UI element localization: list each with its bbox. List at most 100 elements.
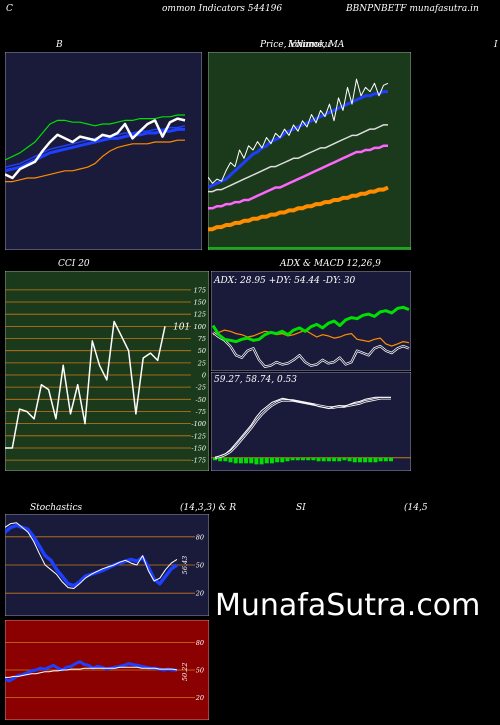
- cci-value-label: 101: [173, 322, 190, 332]
- macd-histogram-bar: [269, 457, 274, 464]
- cci-tick-label: 175: [194, 286, 206, 294]
- bb-price-line: [5, 117, 186, 180]
- right-edge-title: I: [494, 40, 498, 50]
- cci-line: [5, 320, 166, 449]
- cci-tick-label: 100: [194, 323, 206, 331]
- macd-histogram-bar: [368, 457, 373, 463]
- ma-fast-line: [208, 90, 388, 189]
- macd-histogram-bar: [264, 457, 269, 464]
- macd-histogram-bar: [352, 457, 357, 463]
- macd-histogram-bar: [223, 457, 228, 462]
- rsi-title: SI: [296, 503, 306, 513]
- macd-histogram-bar: [389, 457, 393, 462]
- macd-histogram-bar: [213, 457, 217, 461]
- macd-histogram-bar: [337, 457, 342, 462]
- cci-tick-label: 25: [197, 359, 206, 367]
- macd-histogram-bar: [378, 457, 383, 462]
- macd-histogram-bar: [228, 457, 233, 463]
- macd-histogram-bar: [311, 457, 316, 461]
- macd-histogram-bar: [290, 457, 295, 461]
- stochastics-chart: 80 50 20 56.43: [5, 514, 209, 616]
- rsi-average-line: [5, 666, 178, 678]
- cci-tick-label: 50: [198, 347, 206, 355]
- stochastics-value-label: 56.43: [181, 556, 189, 575]
- price-background: [208, 52, 411, 250]
- price-ma-chart: [208, 52, 411, 250]
- macd-histogram-bar: [357, 457, 362, 463]
- cci-tick-label: -100: [191, 420, 206, 428]
- stochastics-tick-label: 50: [196, 562, 204, 570]
- ma-slow-line: [208, 144, 388, 210]
- bb-title: B: [56, 40, 63, 50]
- rsi-tick-label: 20: [195, 694, 204, 702]
- macd-histogram-bar: [295, 457, 300, 461]
- watermark: MunafaSutra.com: [215, 588, 481, 623]
- ma-medium-line: [208, 124, 388, 193]
- bb-upper-band: [5, 114, 185, 161]
- cci-tick-label: -75: [196, 408, 206, 416]
- cci-tick-label: -125: [191, 432, 206, 440]
- macd-chart: [211, 372, 411, 471]
- adx-line-core: [212, 332, 410, 368]
- cci-tick-label: 0: [202, 372, 206, 380]
- cci-tick-label: -150: [191, 444, 206, 452]
- macd-histogram-bar: [233, 457, 238, 464]
- macd-histogram-bar: [342, 457, 347, 461]
- stochastics-tick-label: 80: [196, 533, 204, 541]
- macd-histogram-bar: [316, 457, 321, 462]
- cci-tick-label: -50: [196, 396, 206, 404]
- macd-histogram-bar: [332, 457, 337, 462]
- header-title: ommon Indicators 544196: [162, 4, 283, 14]
- cci-chart: 175 150 125 100 75 50 25 0 -25 -50 -75 -100 -125 -150…: [5, 271, 209, 471]
- macd-values: 59.27, 58.74, 0.53: [214, 375, 298, 385]
- adx-title: ADX & MACD 12,26,9: [280, 259, 381, 269]
- cci-title: CCI 20: [58, 259, 90, 269]
- macd-histogram-bar: [363, 457, 368, 463]
- cci-tick-label: 150: [194, 299, 206, 307]
- price-line: [208, 78, 389, 184]
- rsi-tick-label: 50: [196, 667, 204, 675]
- macd-line: [214, 396, 391, 459]
- macd-histogram-bar: [373, 457, 378, 463]
- header-c: C: [6, 4, 13, 14]
- cci-tick-label: -25: [196, 384, 206, 392]
- price-title: Price, Volume, MA: [260, 40, 345, 50]
- stochastics-tick-label: 20: [195, 590, 204, 598]
- rsi-params: (14,5: [404, 503, 428, 513]
- macd-histogram-bar: [259, 457, 264, 465]
- rsi-value-label: 50.22: [181, 663, 189, 682]
- stochastics-d-line: [5, 522, 178, 589]
- cci-tick-label: -175: [191, 457, 206, 465]
- macd-histogram-bar: [244, 457, 249, 464]
- macd-histogram-bar: [285, 457, 290, 462]
- rsi-tick-label: 80: [196, 639, 204, 647]
- macd-histogram-bar: [280, 457, 285, 463]
- header-site: BBNPNBETF munafasutra.in: [346, 4, 479, 14]
- macd-histogram-bar: [383, 457, 388, 462]
- bb-background: [5, 52, 202, 250]
- macd-histogram-bar: [275, 457, 280, 463]
- adx-chart: [211, 271, 411, 371]
- adx-plus-di-line: [211, 305, 410, 344]
- macd-histogram-bar: [254, 457, 259, 465]
- adx-minus-di-line: [212, 329, 410, 347]
- rsi-chart: 80 50 20 50.22: [5, 620, 209, 720]
- macd-histogram-bar: [326, 457, 331, 462]
- macd-histogram-bar: [301, 457, 305, 461]
- macd-histogram-bar: [249, 457, 254, 464]
- macd-histogram-bar: [321, 457, 326, 462]
- macd-histogram-bar: [238, 457, 243, 464]
- cci-background: [5, 271, 209, 471]
- stoch-params: (14,3,3) & R: [180, 503, 237, 513]
- macd-histogram-bar: [306, 457, 311, 461]
- macd-background: [211, 372, 411, 471]
- macd-histogram-bar: [218, 457, 223, 462]
- macd-histogram-bar: [347, 457, 352, 462]
- ma-long-line: [208, 185, 389, 232]
- adx-values: ADX: 28.95 +DY: 54.44 -DY: 30: [214, 276, 356, 286]
- stoch-title: Stochastics: [30, 503, 83, 513]
- bollinger-chart: [5, 52, 202, 250]
- price-overlap-title: Ichimoku: [288, 40, 331, 50]
- cci-tick-label: 125: [194, 311, 206, 319]
- cci-tick-label: 75: [198, 335, 206, 343]
